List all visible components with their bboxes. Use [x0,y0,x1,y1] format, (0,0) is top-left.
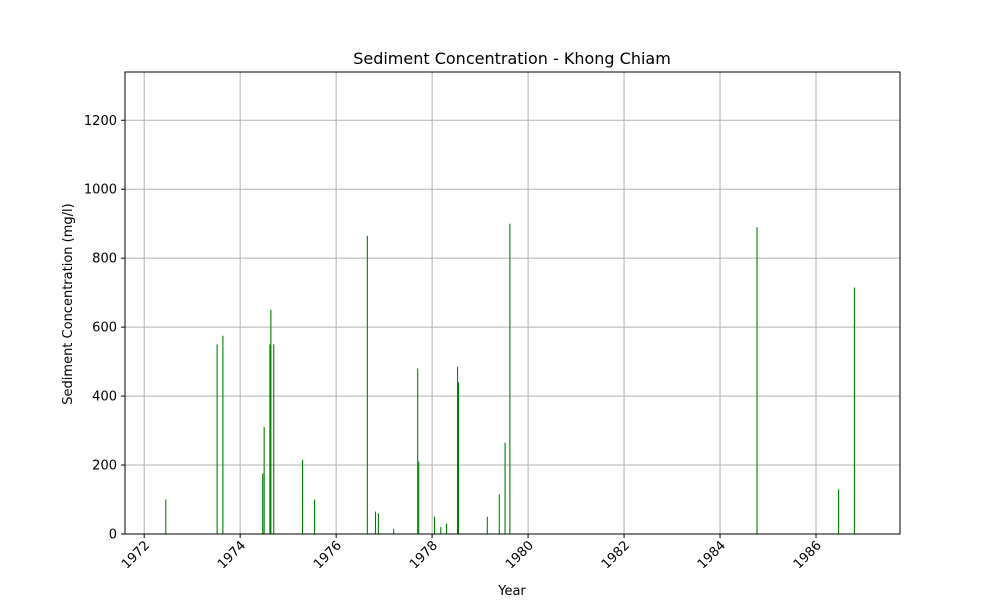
bar [222,335,224,534]
bar [165,499,167,534]
y-tick-label: 0 [109,528,117,543]
y-tick-label: 200 [92,459,117,474]
bar [486,516,488,534]
bar [445,523,448,534]
plot-frame [124,71,901,535]
bar [374,511,377,534]
bar [457,382,460,534]
x-axis-label: Year [497,584,526,599]
chart-title: Sediment Concentration - Khong Chiam [353,49,671,68]
bar [433,516,436,534]
bar [417,368,419,534]
y-tick-label: 600 [92,321,117,336]
bar [498,494,500,534]
bar [302,459,304,534]
y-tick-label: 800 [92,252,117,267]
y-tick-label: 1200 [84,114,117,129]
bar [509,223,511,534]
y-tick-label: 1000 [84,183,117,198]
bars [165,223,855,534]
bar [418,461,420,534]
bar [756,227,758,534]
y-tick-label: 400 [92,390,117,405]
bar [377,513,379,534]
bar [269,344,271,534]
bar [314,499,316,534]
grid-lines [125,72,900,535]
bar [457,366,459,534]
bar [262,473,264,534]
bar [393,528,395,534]
bar [838,489,840,534]
bar [263,427,265,534]
bar [366,235,368,534]
bar [440,527,442,534]
bar [853,287,855,534]
bar [273,344,275,534]
y-axis-label: Sediment Concentration (mg/l) [61,203,76,404]
bar [270,309,272,534]
bar [504,442,506,534]
bar [216,344,218,534]
